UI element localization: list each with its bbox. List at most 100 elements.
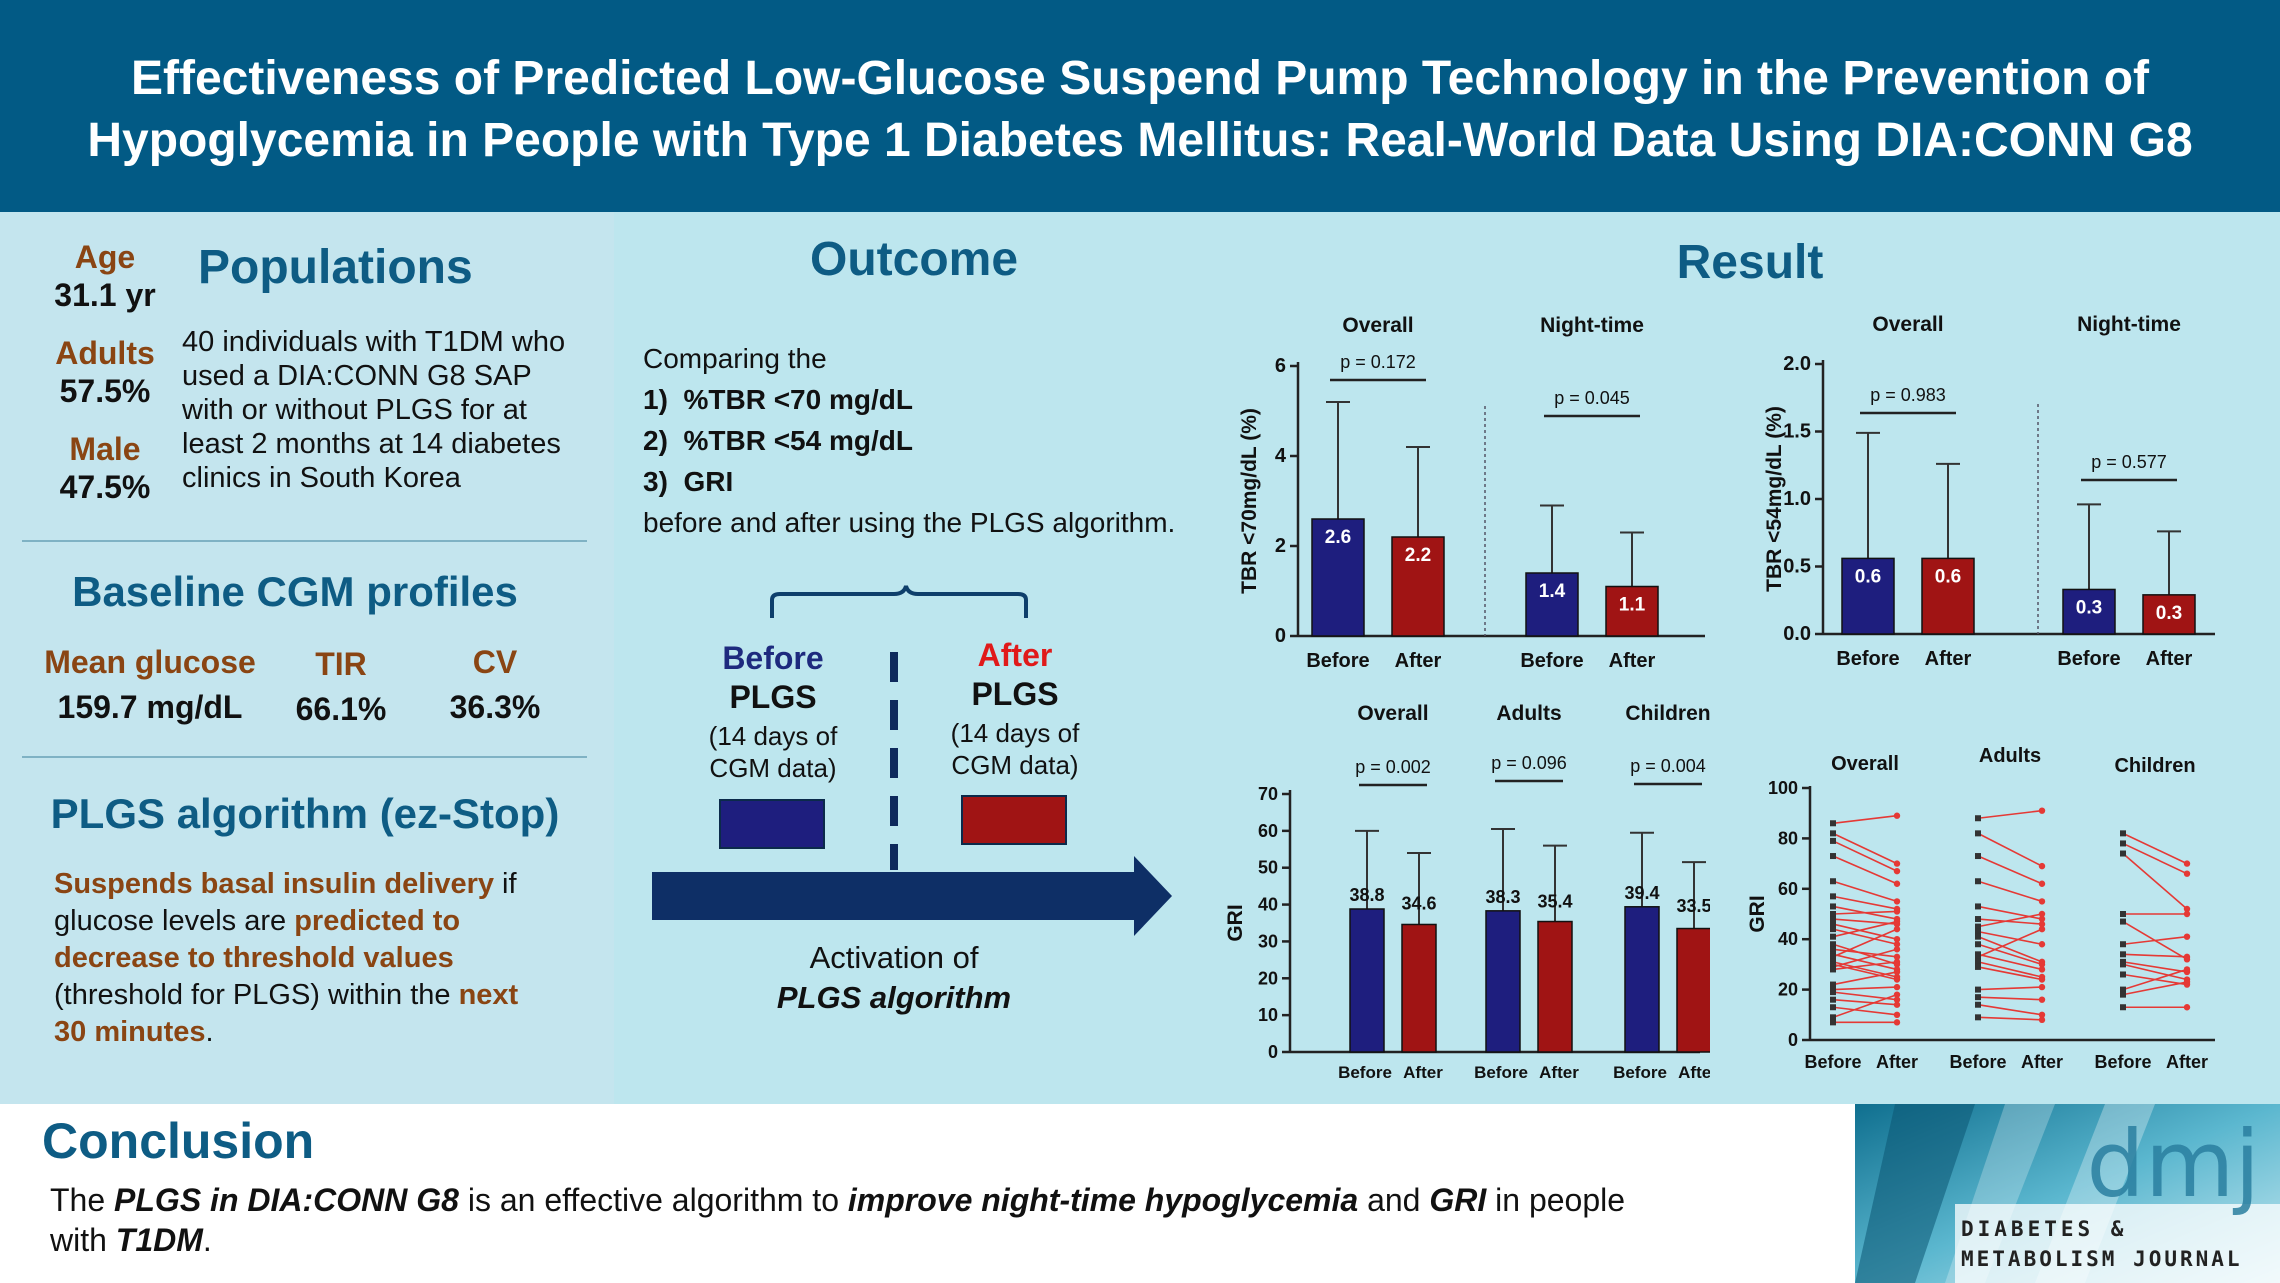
point-before bbox=[1975, 830, 1981, 837]
paired-line bbox=[1832, 961, 1898, 971]
point-after bbox=[1893, 908, 1901, 915]
before-label: Before PLGS (14 days of CGM data) bbox=[663, 640, 883, 784]
point-after bbox=[1893, 941, 1901, 948]
conclusion-part: . bbox=[202, 1222, 212, 1258]
adults-label: Adults bbox=[55, 335, 155, 371]
paired-line bbox=[1977, 943, 2043, 966]
point-after bbox=[2038, 807, 2046, 814]
y-tick-label: 0.5 bbox=[1783, 556, 1811, 578]
y-tick-label: 20 bbox=[1778, 980, 1798, 1000]
y-tick-label: 40 bbox=[1778, 929, 1798, 949]
point-before bbox=[2120, 961, 2126, 968]
bar-after bbox=[1537, 920, 1573, 1053]
mean-glucose-label: Mean glucose bbox=[44, 644, 256, 680]
algorithm-heading: PLGS algorithm (ez-Stop) bbox=[50, 790, 560, 837]
after-label: After PLGS (14 days of CGM data) bbox=[905, 637, 1125, 781]
x-tick-label: After bbox=[1678, 1063, 1710, 1082]
x-tick-label: Before bbox=[1949, 1052, 2006, 1072]
y-tick-label: 0 bbox=[1788, 1030, 1798, 1050]
p-value: p = 0.004 bbox=[1630, 756, 1706, 776]
paired-line bbox=[2122, 968, 2188, 991]
bar-before bbox=[1311, 518, 1365, 637]
point-after bbox=[2038, 925, 2046, 933]
point-before bbox=[1830, 933, 1836, 940]
point-after bbox=[2183, 966, 2191, 973]
y-tick-label: 50 bbox=[1258, 858, 1278, 878]
outcome-heading: Outcome bbox=[809, 233, 1019, 286]
paired-line bbox=[1977, 880, 2043, 903]
outcome-item: %TBR <70 mg/dL bbox=[683, 384, 913, 415]
y-tick-label: 30 bbox=[1258, 931, 1278, 951]
outcome-diagram bbox=[652, 585, 1172, 936]
point-before bbox=[2120, 850, 2126, 857]
p-value: p = 0.045 bbox=[1554, 388, 1630, 408]
tir-value: 66.1% bbox=[295, 691, 387, 727]
point-after bbox=[1893, 1011, 1901, 1018]
population-stats: Age 31.1 yr Adults 57.5% Male 47.5% bbox=[40, 238, 170, 506]
bar-after bbox=[1401, 923, 1437, 1053]
paired-line bbox=[1832, 910, 1898, 915]
data-label: 38.3 bbox=[1485, 887, 1520, 907]
point-before bbox=[1975, 923, 1981, 930]
paired-line bbox=[1977, 966, 2043, 981]
y-tick-label: 2 bbox=[1275, 535, 1286, 557]
point-after bbox=[2183, 905, 2191, 913]
before-sub: PLGS bbox=[729, 679, 817, 715]
p-value: p = 0.577 bbox=[2091, 452, 2167, 472]
algorithm-text: (threshold for PLGS) within the bbox=[54, 979, 459, 1011]
point-after bbox=[1893, 968, 1901, 976]
point-after bbox=[1893, 1019, 1901, 1026]
data-label: 38.8 bbox=[1349, 885, 1384, 905]
x-tick-label: Before bbox=[1836, 648, 1899, 670]
point-after bbox=[1893, 925, 1901, 933]
x-tick-label: Before bbox=[2094, 1052, 2151, 1072]
x-tick-label: After bbox=[2021, 1052, 2063, 1072]
after-swatch bbox=[961, 795, 1067, 845]
result-heading: Result bbox=[1676, 236, 1824, 289]
age-value: 31.1 yr bbox=[54, 277, 156, 313]
paired-line bbox=[1977, 918, 2043, 925]
paired-line bbox=[1977, 986, 2043, 991]
y-tick-label: 60 bbox=[1258, 821, 1278, 841]
title-line-2: Hypoglycemia in People with Type 1 Diabe… bbox=[87, 114, 2193, 167]
header-banner bbox=[0, 0, 2280, 212]
point-before bbox=[1975, 815, 1981, 822]
paired-line bbox=[1832, 963, 1898, 981]
group-title: Adults bbox=[1979, 745, 2041, 767]
before-note: (14 days of bbox=[708, 721, 838, 751]
point-after bbox=[2183, 860, 2191, 867]
x-tick-label: After bbox=[2166, 1052, 2208, 1072]
conclusion-heading: Conclusion bbox=[42, 1113, 315, 1169]
point-before bbox=[1830, 921, 1836, 928]
point-after bbox=[2183, 953, 2191, 961]
bar-after bbox=[1676, 927, 1710, 1053]
paired-line bbox=[1977, 1016, 2043, 1021]
paired-line bbox=[2122, 953, 2188, 958]
paired-line bbox=[1977, 913, 2043, 928]
point-after bbox=[2183, 870, 2191, 877]
algorithm-text: if bbox=[493, 868, 517, 900]
tbr54-chart: 0.0 0.5 1.0 1.5 2.0 TBR <54mg/dL (%) Overall 0.… bbox=[1763, 313, 2215, 670]
conclusion-text: The PLGS in DIA:CONN G8 is an effective … bbox=[50, 1180, 1810, 1260]
point-before bbox=[1830, 941, 1836, 948]
paired-line bbox=[1977, 961, 2043, 978]
conclusion-emph: T1DM bbox=[115, 1222, 203, 1258]
algorithm-emph: decrease to threshold values bbox=[54, 942, 454, 974]
y-axis-label: TBR <54mg/dL (%) bbox=[1763, 406, 1786, 592]
paired-line bbox=[1977, 996, 2043, 1001]
point-before bbox=[1975, 903, 1981, 910]
paired-line bbox=[1977, 809, 2043, 820]
point-before bbox=[1975, 1014, 1981, 1021]
x-tick-label: Before bbox=[1613, 1063, 1667, 1082]
point-before bbox=[2120, 986, 2126, 993]
y-tick-label: 0 bbox=[1268, 1042, 1278, 1062]
gri-chart: 0 10 20 30 40 50 60 70 GRI Overall 38.8 Before 34.6 A… bbox=[1224, 702, 1710, 1082]
point-after bbox=[1893, 898, 1901, 905]
paired-line bbox=[1832, 920, 1898, 938]
cv-label: CV bbox=[472, 644, 518, 680]
data-label: 2.2 bbox=[1405, 545, 1431, 566]
populations-description: 40 individuals with T1DM who used a DIA:… bbox=[182, 325, 602, 495]
p-value: p = 0.096 bbox=[1491, 753, 1567, 773]
paired-line bbox=[1832, 855, 1898, 885]
outcome-outro: before and after using the PLGS algorith… bbox=[643, 507, 1176, 538]
